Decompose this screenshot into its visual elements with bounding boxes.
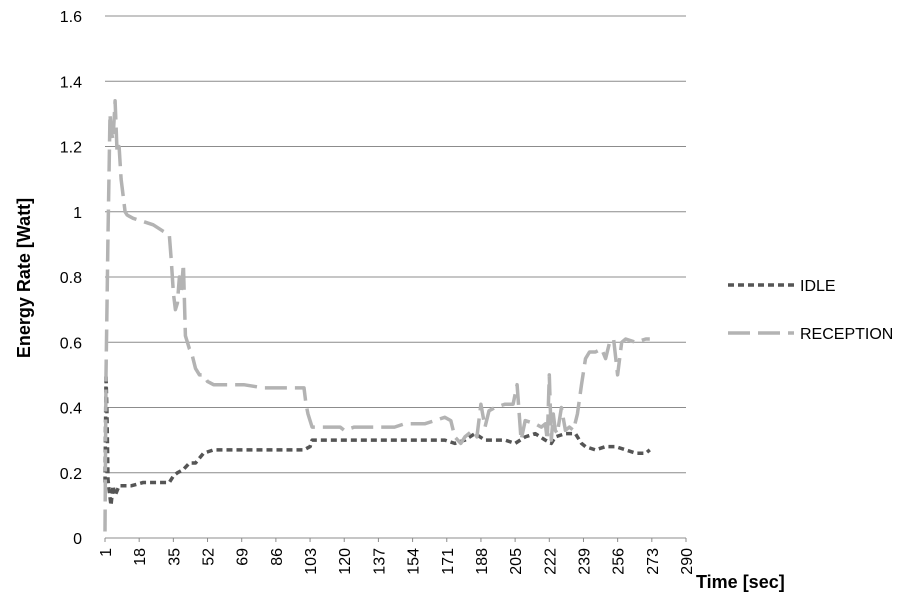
x-tick-label: 103: [303, 548, 320, 575]
y-tick-label: 0.4: [60, 401, 82, 418]
x-tick-labels: 1 18 35 52 69 86 103 120 137 154 171 188 205 222 239 25…: [98, 538, 696, 575]
y-tick-label: 1.4: [60, 74, 82, 91]
x-tick-label: 188: [474, 548, 491, 575]
y-tick-label: 1: [73, 205, 82, 222]
x-tick-label: 35: [166, 548, 183, 566]
x-tick-label: 256: [611, 548, 628, 575]
series-line-reception: [103, 99, 650, 532]
y-tick-label: 0.8: [60, 270, 82, 287]
x-tick-label: 290: [679, 548, 696, 575]
gridlines: [105, 15, 686, 539]
x-tick-label: 52: [201, 548, 218, 566]
x-tick-label: 1: [98, 548, 115, 557]
legend-label-idle: IDLE: [800, 278, 836, 295]
x-tick-label: 171: [440, 548, 457, 575]
series-lines: [103, 99, 651, 532]
series-line-idle: [103, 373, 651, 508]
y-tick-label: 0.6: [60, 335, 82, 352]
x-tick-label: 69: [235, 548, 252, 566]
y-tick-label: 1.6: [60, 9, 82, 26]
x-axis-title: Time [sec]: [696, 572, 785, 592]
x-tick-label: 222: [542, 548, 559, 575]
x-tick-label: 120: [337, 548, 354, 575]
legend-label-reception: RECEPTION: [800, 326, 893, 343]
x-tick-label: 137: [371, 548, 388, 575]
x-tick-label: 86: [269, 548, 286, 566]
x-tick-label: 239: [576, 548, 593, 575]
y-tick-label: 1.2: [60, 140, 82, 157]
x-tick-label: 154: [406, 548, 423, 575]
x-tick-label: 18: [132, 548, 149, 566]
y-tick-labels: 0 0.2 0.4 0.6 0.8 1 1.2 1.4 1.6: [60, 9, 82, 548]
y-tick-label: 0.2: [60, 466, 82, 483]
y-axis-title: Energy Rate [Watt]: [14, 198, 34, 358]
x-tick-label: 273: [645, 548, 662, 575]
y-tick-label: 0: [73, 531, 82, 548]
x-tick-label: 205: [508, 548, 525, 575]
legend: IDLE RECEPTION: [728, 278, 893, 343]
